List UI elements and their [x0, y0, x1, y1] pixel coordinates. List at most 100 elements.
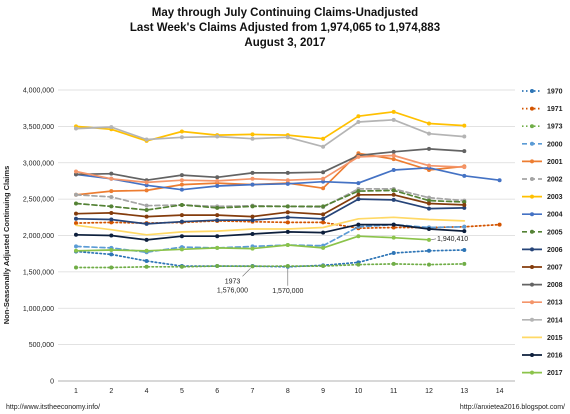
annotation-leader	[242, 268, 251, 277]
x-tick-label: 7	[251, 388, 255, 395]
annotation-leader	[430, 238, 437, 241]
legend-item-2002: 2002	[522, 177, 563, 184]
legend-marker	[530, 124, 534, 129]
series-2005	[74, 188, 467, 213]
legend-marker	[530, 247, 534, 252]
series-group	[74, 109, 502, 270]
x-tick-label: 9	[321, 388, 325, 395]
y-tick-label: 2,500,000	[23, 197, 54, 204]
annotation-label: 1973	[225, 278, 241, 285]
legend-item-2005: 2005	[522, 229, 563, 236]
legend-label: 2000	[547, 141, 563, 148]
series-line	[75, 154, 466, 184]
legend-item-1971: 1971	[522, 106, 563, 113]
series-2013	[74, 153, 467, 185]
series-line	[75, 193, 466, 218]
y-tick-label: 1,500,000	[23, 269, 54, 276]
legend-marker	[530, 106, 534, 111]
data-point	[356, 262, 361, 267]
legend-item-2007: 2007	[522, 265, 563, 272]
legend-label: 2002	[547, 177, 563, 184]
legend-marker	[530, 89, 534, 93]
legend-item-2004: 2004	[522, 212, 563, 219]
legend-item-1970: 1970	[522, 89, 563, 96]
legend-item-2016: 2016	[522, 353, 563, 360]
legend-label: 2005	[547, 229, 563, 236]
legend-label: 1971	[547, 106, 563, 113]
x-tick-label: 14	[496, 388, 504, 395]
y-tick-label: 1,000,000	[23, 306, 54, 313]
y-tick-label: 3,500,000	[23, 124, 54, 131]
series-line	[75, 235, 430, 252]
data-point	[462, 248, 467, 253]
legend-marker	[530, 177, 534, 181]
y-tick-label: 3,000,000	[23, 160, 54, 167]
legend-item-2017: 2017	[522, 370, 563, 377]
y-tick-label: 4,000,000	[23, 88, 54, 95]
legend-label: 2007	[547, 265, 563, 272]
y-tick-label: 0	[50, 379, 54, 386]
legend: 1970 1971 1973 2000 2001 2002 2003 2004 2005 2006…	[522, 89, 563, 377]
series-2017	[74, 234, 431, 253]
x-ticks: 1 2 4 5 6 7 8 9 10 11 12 13 14	[74, 388, 504, 395]
legend-label: 2004	[547, 212, 563, 219]
legend-item-2003: 2003	[522, 194, 563, 201]
legend-label: 2006	[547, 247, 563, 254]
series-line	[75, 166, 501, 191]
series-2001	[74, 151, 467, 197]
legend-label: 2016	[547, 353, 563, 360]
legend-label: 1970	[547, 89, 563, 96]
annotation-label: 1,940,410	[437, 236, 468, 243]
y-tick-label: 500,000	[29, 342, 54, 349]
legend-label: 2014	[547, 317, 563, 324]
data-point	[321, 264, 326, 269]
legend-label: 2015	[547, 335, 563, 342]
y-axis-label: Non-Seasonally Adjusted Continuing Claim…	[2, 166, 11, 325]
x-tick-label: 1	[74, 388, 78, 395]
series-2007	[74, 192, 467, 219]
x-tick-label: 12	[425, 388, 433, 395]
x-tick-label: 6	[215, 388, 219, 395]
legend-label: 2017	[547, 370, 563, 377]
series-2004	[74, 165, 502, 192]
legend-marker	[530, 212, 534, 217]
legend-marker	[530, 159, 534, 164]
y-tick-label: 2,000,000	[23, 233, 54, 240]
legend-marker	[530, 229, 534, 234]
legend-item-1973: 1973	[522, 124, 563, 131]
series-line	[75, 118, 466, 148]
annotation-label: 1,570,000	[272, 288, 303, 295]
legend-label: 2001	[547, 159, 563, 166]
legend-item-2015: 2015	[522, 335, 563, 342]
x-tick-label: 2	[109, 388, 113, 395]
legend-label: 2003	[547, 194, 563, 201]
x-tick-label: 11	[390, 388, 397, 395]
footer-left-url: http://www.itstheeconomy.info/	[6, 404, 100, 411]
legend-item-2006: 2006	[522, 247, 563, 254]
legend-label: 2008	[547, 282, 563, 289]
legend-marker	[530, 370, 534, 375]
legend-marker	[530, 300, 534, 305]
legend-item-2014: 2014	[522, 317, 563, 324]
legend-marker	[530, 353, 534, 357]
legend-item-2008: 2008	[522, 282, 563, 289]
legend-marker	[530, 141, 534, 146]
annotations: 1973 1,576,000 1,570,000 1,940,410	[217, 236, 468, 295]
legend-marker	[530, 265, 534, 269]
x-tick-label: 10	[355, 388, 363, 395]
grid	[58, 89, 515, 382]
legend-marker	[530, 194, 534, 199]
series-line	[75, 148, 466, 182]
x-tick-label: 5	[180, 388, 184, 395]
series-line	[75, 223, 466, 241]
legend-marker	[530, 282, 534, 287]
legend-label: 1973	[547, 124, 563, 131]
chart-title: May through July Continuing Claims-Unadj…	[152, 7, 418, 19]
series-2016	[74, 222, 467, 242]
series-2015	[75, 216, 466, 236]
series-2008	[74, 146, 467, 183]
footer-right-url: http://anxietea2016.blogspot.com/	[460, 404, 565, 411]
x-tick-label: 8	[286, 388, 290, 395]
x-tick-label: 13	[460, 388, 468, 395]
